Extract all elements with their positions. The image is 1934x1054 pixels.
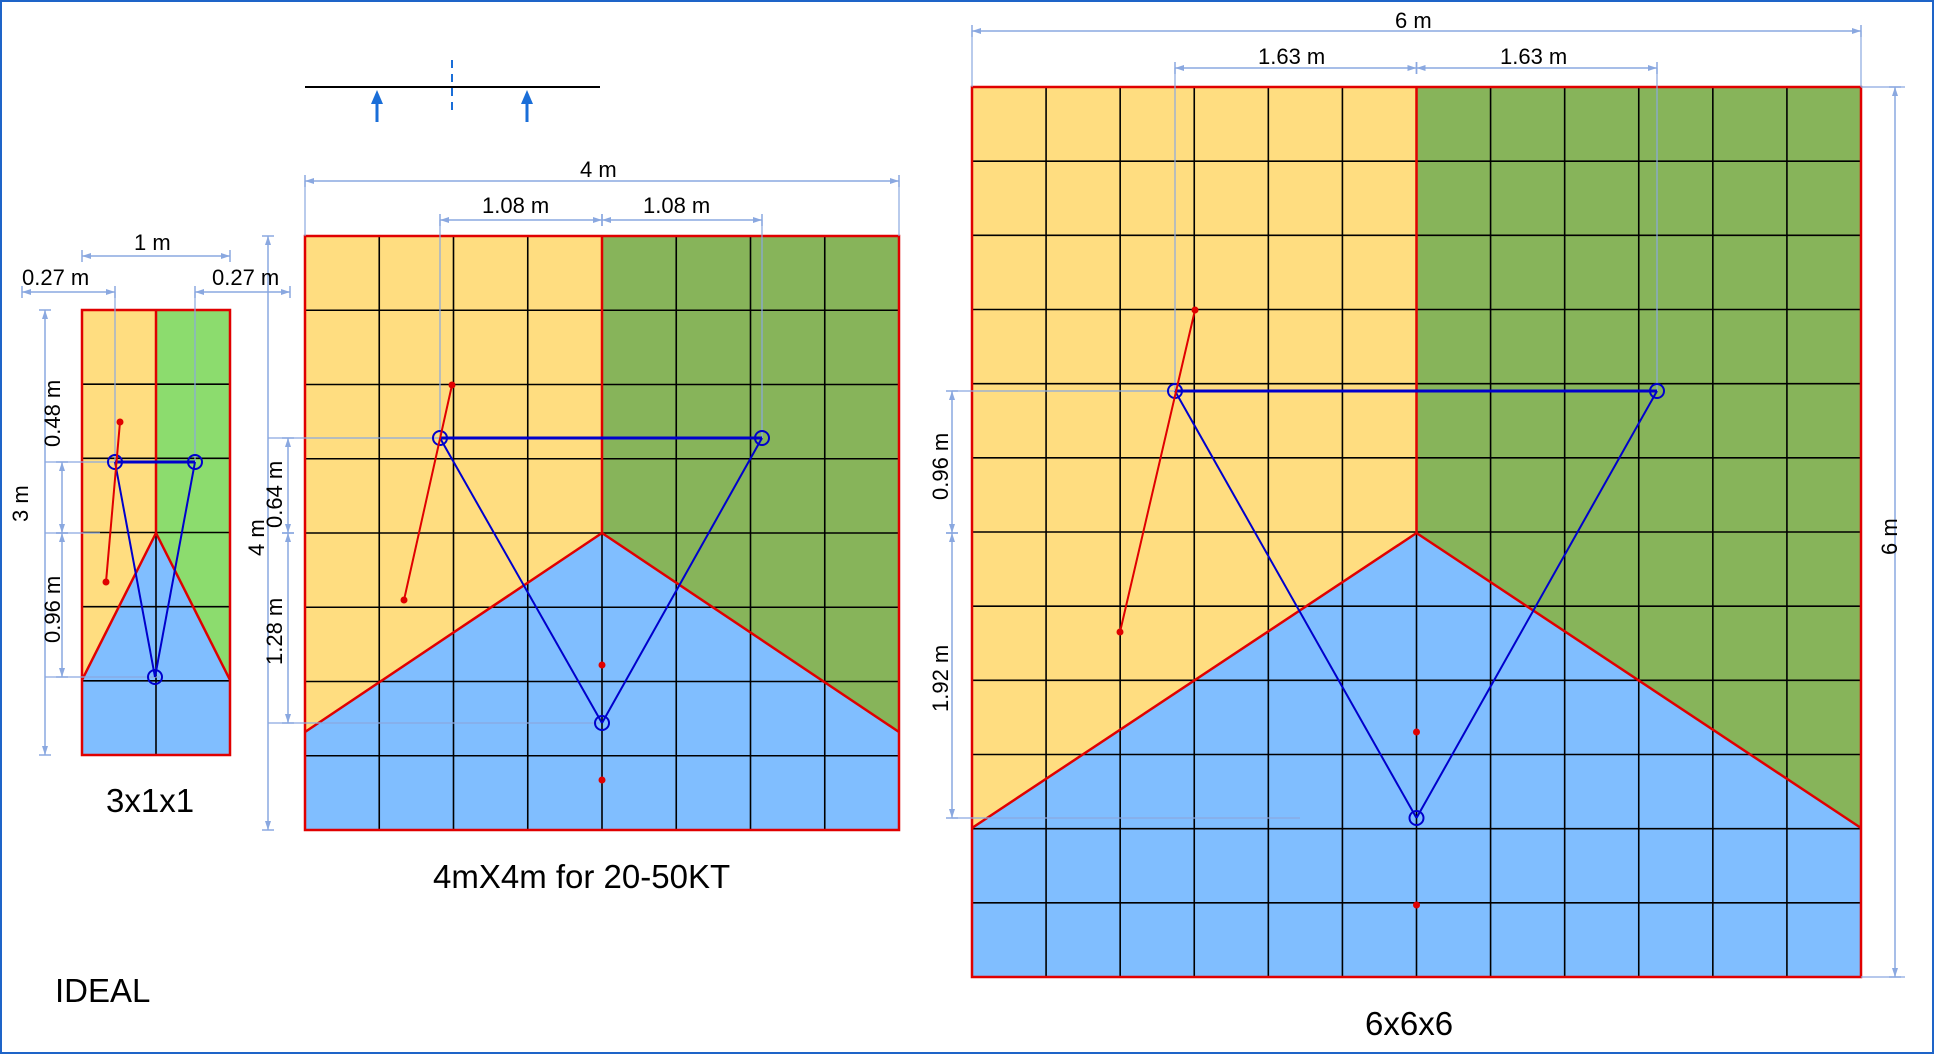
medium-upper-dim-label: 0.64 m <box>262 460 287 528</box>
large-lower-dim-arrow-end <box>949 809 955 818</box>
medium-left-half-dim-arrow-start <box>440 217 449 223</box>
medium-marker-point-upper <box>598 661 606 669</box>
ideal-note: IDEAL <box>55 972 151 1009</box>
medium-bridle-point-left <box>432 430 448 446</box>
small-upper-dim-arrow-end <box>59 524 65 533</box>
small-region-yellow <box>82 310 156 680</box>
large-bridle-point-tow <box>1408 810 1425 826</box>
medium-bridle-right <box>601 437 763 724</box>
small-left-offset-dim-arrow-end <box>106 289 115 295</box>
small-upper-dim-arrow-start <box>59 462 65 471</box>
medium-right-half-dim-arrow-start <box>602 217 611 223</box>
medium-lower-dim-arrow-start <box>285 533 291 542</box>
large-height-dim-label: 6 m <box>1877 518 1902 555</box>
large-bridle-right <box>1415 390 1658 819</box>
large-height-dim-arrow-start <box>1892 87 1898 96</box>
small-upper-dim-label: 0.48 m <box>40 379 65 447</box>
small-height-dim-arrow-start <box>42 310 48 319</box>
large-upper-dim-arrow-start <box>949 391 955 400</box>
small-nose-edge-left <box>80 532 158 681</box>
small-right-offset-dim-arrow-start <box>195 289 204 295</box>
small-kite-title: 3x1x1 <box>106 782 195 819</box>
large-upper-dim-arrow-end <box>949 524 955 533</box>
medium-width-dim-arrow-end <box>890 178 899 184</box>
medium-width-dim-arrow-start <box>305 178 314 184</box>
small-height-dim-arrow-end <box>42 746 48 755</box>
small-right-offset-label: 0.27 m <box>212 265 280 290</box>
medium-bridle-point-right <box>754 430 770 446</box>
small-nose-edge-right <box>154 532 232 681</box>
small-bridle-point-tow <box>147 669 163 685</box>
wind-arrow-icon <box>521 90 533 104</box>
medium-nose-edge-right <box>601 531 900 734</box>
small-tether-point-bottom <box>102 578 110 586</box>
large-width-dim-arrow-start <box>972 28 981 34</box>
medium-height-dim-arrow-start <box>265 236 271 245</box>
large-bridle-left <box>1174 390 1418 819</box>
wind-arrow-icon <box>371 90 383 104</box>
large-lower-dim-arrow-start <box>949 533 955 542</box>
small-left-offset-label: 0.27 m <box>22 265 90 290</box>
medium-width-dim-label: 4 m <box>580 157 617 182</box>
large-tether-point-top <box>1191 306 1199 314</box>
medium-bridle-point-tow <box>594 715 610 731</box>
medium-right-half-dim-arrow-end <box>753 217 762 223</box>
large-width-dim-label: 6 m <box>1395 8 1432 33</box>
large-upper-dim-label: 0.96 m <box>928 432 953 500</box>
small-bridle-right <box>154 461 196 678</box>
small-region-green <box>156 310 230 680</box>
medium-right-half-label: 1.08 m <box>643 193 711 218</box>
large-tether-point-bottom <box>1116 628 1124 636</box>
medium-tether-point-top <box>448 381 456 389</box>
large-right-half-dim-arrow-end <box>1648 65 1657 71</box>
small-lower-dim-arrow-end <box>59 668 65 677</box>
large-left-half-label: 1.63 m <box>1258 44 1326 69</box>
small-lower-dim-arrow-start <box>59 533 65 542</box>
large-bridle-point-right <box>1649 383 1665 399</box>
large-right-half-dim-arrow-start <box>1416 65 1426 71</box>
small-width-dim-arrow-start <box>82 253 91 259</box>
small-lower-dim-label: 0.96 m <box>40 575 65 643</box>
small-tether-point-top <box>116 418 124 426</box>
large-lower-dim-label: 1.92 m <box>928 644 953 712</box>
medium-lower-dim-arrow-end <box>285 714 291 723</box>
medium-bridle-left <box>439 437 603 724</box>
medium-kite-title: 4mX4m for 20-50KT <box>433 858 731 895</box>
large-right-half-label: 1.63 m <box>1500 44 1568 69</box>
large-tether-line <box>1119 309 1196 633</box>
small-right-offset-dim-arrow-end <box>281 289 290 295</box>
large-left-half-dim-arrow-end <box>1407 65 1417 71</box>
large-nose-edge-left <box>971 531 1418 830</box>
large-height-dim-arrow-end <box>1892 968 1898 977</box>
large-nose-edge-right <box>1415 531 1862 830</box>
small-width-dim-arrow-end <box>221 253 230 259</box>
medium-marker-point-lower <box>598 776 606 784</box>
medium-left-half-label: 1.08 m <box>482 193 550 218</box>
medium-upper-dim-arrow-end <box>285 524 291 533</box>
medium-nose-edge-left <box>304 531 603 734</box>
small-bridle-left <box>114 461 156 678</box>
medium-lower-dim-label: 1.28 m <box>262 597 287 665</box>
large-marker-point-upper <box>1413 728 1420 736</box>
large-marker-point-lower <box>1413 901 1420 909</box>
large-left-half-dim-arrow-start <box>1175 65 1184 71</box>
small-left-offset-dim-arrow-start <box>22 289 31 295</box>
small-bridle-point-right <box>187 454 203 470</box>
large-kite-title: 6x6x6 <box>1365 1005 1454 1042</box>
small-tether-line <box>105 421 121 583</box>
medium-upper-dim-arrow-start <box>285 438 291 447</box>
small-width-dim-label: 1 m <box>134 230 171 255</box>
medium-tether-point-bottom <box>400 596 408 604</box>
medium-tether-line <box>403 384 453 601</box>
medium-height-dim-arrow-end <box>265 821 271 830</box>
small-height-dim-label: 3 m <box>8 485 33 522</box>
large-width-dim-arrow-end <box>1852 28 1861 34</box>
medium-left-half-dim-arrow-end <box>593 217 602 223</box>
